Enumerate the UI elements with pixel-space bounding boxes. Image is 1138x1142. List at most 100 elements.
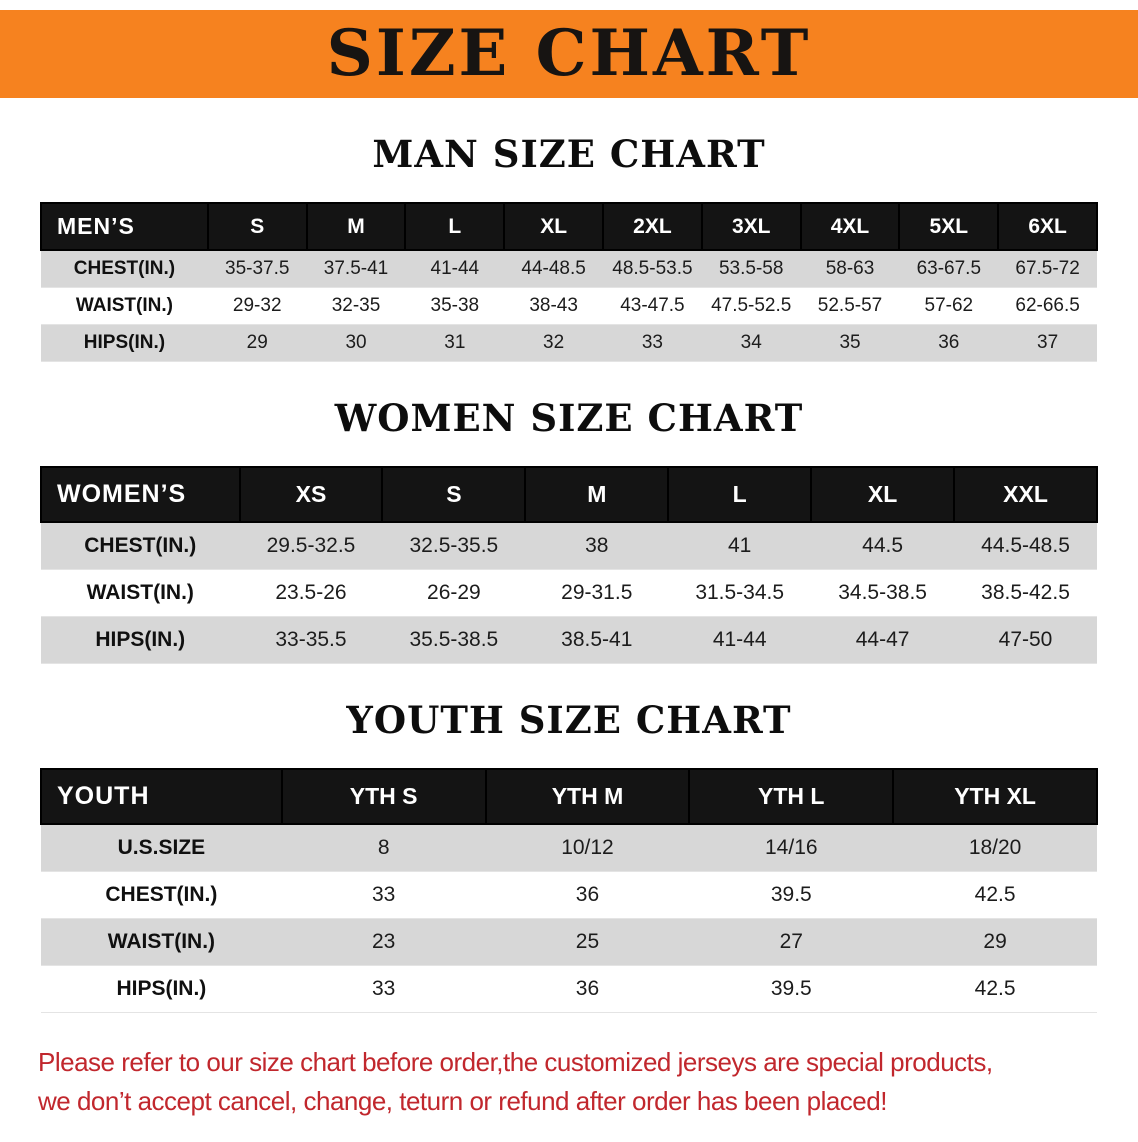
footer-note-line-2: we don’t accept cancel, change, teturn o… bbox=[38, 1086, 887, 1116]
size-value: 39.5 bbox=[770, 977, 812, 1000]
size-value: 37 bbox=[1037, 332, 1059, 353]
size-value: 48.5-53.5 bbox=[612, 258, 693, 279]
size-column-header: L bbox=[667, 466, 813, 523]
size-column-header: XL bbox=[503, 202, 605, 251]
size-table-men: MEN’S S M L XL 2XL 3XL 4XL 5XL 6XL CHEST(IN.) 35-37… bbox=[40, 202, 1098, 362]
size-value: 34 bbox=[740, 332, 762, 353]
size-value: 47.5-52.5 bbox=[711, 295, 792, 316]
size-column-header: 6XL bbox=[997, 202, 1098, 251]
size-value: 34.5-38.5 bbox=[838, 581, 927, 604]
size-value: 36 bbox=[575, 883, 600, 906]
size-value: 32-35 bbox=[331, 295, 381, 316]
size-value: 10/12 bbox=[561, 836, 614, 859]
size-value: 44.5-48.5 bbox=[981, 534, 1070, 557]
size-column-header: YTH L bbox=[688, 768, 895, 825]
row-label: HIPS(IN.) bbox=[95, 628, 186, 651]
table-group-header: MEN’S bbox=[40, 202, 209, 251]
size-table-women: WOMEN’S XS S M L XL XXL CHEST(IN.) 29.5-32.5 32.5… bbox=[40, 466, 1098, 664]
size-value: 38-43 bbox=[529, 295, 578, 316]
size-column-header: XS bbox=[238, 466, 384, 523]
size-value: 67.5-72 bbox=[1015, 258, 1080, 279]
size-value: 36 bbox=[575, 977, 600, 1000]
size-value: 47-50 bbox=[998, 628, 1053, 651]
size-column-header: XXL bbox=[953, 466, 1098, 523]
size-chart-banner: SIZE CHART bbox=[0, 10, 1138, 98]
size-value: 37.5-41 bbox=[323, 258, 389, 279]
row-label: CHEST(IN.) bbox=[105, 883, 218, 906]
table-row: CHEST(IN.) 29.5-32.5 32.5-35.5 38 41 44.5 44.5… bbox=[41, 522, 1097, 570]
table-row: WAIST(IN.) 29-32 32-35 35-38 38-43 43-47.5 47.… bbox=[41, 287, 1097, 325]
size-value: 29 bbox=[246, 332, 268, 353]
size-column-header: 5XL bbox=[898, 202, 1000, 251]
table-row: CHEST(IN.) 35-37.5 37.5-41 41-44 44-48.5 48.5… bbox=[41, 250, 1097, 288]
size-value: 33-35.5 bbox=[275, 628, 347, 651]
size-section-men: MAN SIZE CHART MEN’S S M L XL 2XL 3XL 4XL 5XL 6XL C… bbox=[0, 132, 1138, 362]
size-value: 33 bbox=[371, 977, 396, 1000]
size-value: 52.5-57 bbox=[817, 295, 883, 316]
size-value: 53.5-58 bbox=[718, 258, 784, 279]
size-value: 42.5 bbox=[974, 977, 1016, 1000]
size-column-header: M bbox=[524, 466, 670, 523]
size-value: 35-37.5 bbox=[225, 258, 290, 279]
size-value: 35 bbox=[839, 332, 861, 353]
size-value: 42.5 bbox=[974, 883, 1016, 906]
size-value: 14/16 bbox=[765, 836, 818, 859]
size-value: 27 bbox=[779, 930, 803, 953]
size-column-header: YTH M bbox=[484, 768, 691, 825]
table-row: U.S.SIZE 8 10/12 14/16 18/20 bbox=[41, 824, 1097, 872]
size-value: 38.5-41 bbox=[561, 628, 633, 651]
size-value: 57-62 bbox=[924, 295, 974, 316]
size-value: 39.5 bbox=[770, 883, 812, 906]
size-value: 44-47 bbox=[855, 628, 910, 651]
size-value: 32.5-35.5 bbox=[409, 534, 499, 557]
size-value: 43-47.5 bbox=[620, 295, 685, 316]
size-value: 32 bbox=[543, 332, 565, 353]
table-group-header: YOUTH bbox=[40, 768, 283, 825]
size-column-header: 2XL bbox=[602, 202, 703, 251]
size-value: 23.5-26 bbox=[275, 581, 347, 604]
size-value: 35-38 bbox=[430, 295, 480, 316]
table-group-header: WOMEN’S bbox=[40, 466, 241, 523]
footer-note-line-1: Please refer to our size chart before or… bbox=[38, 1047, 993, 1077]
size-value: 33 bbox=[371, 883, 396, 906]
table-row: WAIST(IN.) 23.5-26 26-29 29-31.5 31.5-34.5 34… bbox=[41, 569, 1097, 617]
size-value: 44-48.5 bbox=[521, 258, 586, 279]
row-label: WAIST(IN.) bbox=[107, 930, 216, 953]
section-heading-men: MAN SIZE CHART bbox=[372, 132, 766, 176]
size-column-header: YTH S bbox=[280, 768, 487, 825]
size-value: 26-29 bbox=[427, 581, 481, 604]
row-label: U.S.SIZE bbox=[117, 836, 206, 859]
section-heading-youth: YOUTH SIZE CHART bbox=[346, 698, 792, 742]
row-label: WAIST(IN.) bbox=[75, 295, 173, 316]
size-value: 44.5 bbox=[862, 534, 904, 557]
row-label: CHEST(IN.) bbox=[73, 258, 176, 279]
size-value: 41 bbox=[728, 534, 752, 557]
size-column-header: S bbox=[206, 202, 308, 251]
size-column-header: YTH XL bbox=[892, 768, 1098, 825]
size-value: 63-67.5 bbox=[916, 258, 982, 279]
size-value: 36 bbox=[938, 332, 960, 353]
size-value: 31.5-34.5 bbox=[695, 581, 785, 604]
size-value: 38.5-42.5 bbox=[981, 581, 1070, 604]
size-value: 29.5-32.5 bbox=[266, 534, 356, 557]
size-table-youth: YOUTH YTH S YTH M YTH L YTH XL U.S.SIZE 8 10/12… bbox=[40, 768, 1098, 1013]
banner-title: SIZE CHART bbox=[326, 16, 812, 91]
size-value: 35.5-38.5 bbox=[409, 628, 499, 651]
size-value: 18/20 bbox=[968, 836, 1022, 859]
size-column-header: XL bbox=[810, 466, 956, 523]
table-row: HIPS(IN.) 29 30 31 32 33 34 35 36 37 bbox=[41, 324, 1097, 362]
size-value: 8 bbox=[377, 836, 390, 859]
row-label: HIPS(IN.) bbox=[116, 977, 207, 1000]
size-value: 29 bbox=[983, 930, 1007, 953]
size-value: 30 bbox=[345, 332, 367, 353]
section-heading-women: WOMEN SIZE CHART bbox=[334, 396, 804, 440]
row-label: HIPS(IN.) bbox=[83, 332, 166, 353]
table-row: HIPS(IN.) 33-35.5 35.5-38.5 38.5-41 41-44 44-… bbox=[41, 616, 1097, 664]
size-value: 41-44 bbox=[430, 258, 480, 279]
size-value: 41-44 bbox=[712, 628, 767, 651]
size-value: 62-66.5 bbox=[1015, 295, 1080, 316]
table-row: HIPS(IN.) 33 36 39.5 42.5 bbox=[41, 965, 1097, 1013]
size-value: 23 bbox=[371, 930, 396, 953]
size-section-women: WOMEN SIZE CHART WOMEN’S XS S M L XL XXL CHEST(I… bbox=[0, 396, 1138, 664]
size-column-header: 4XL bbox=[799, 202, 901, 251]
